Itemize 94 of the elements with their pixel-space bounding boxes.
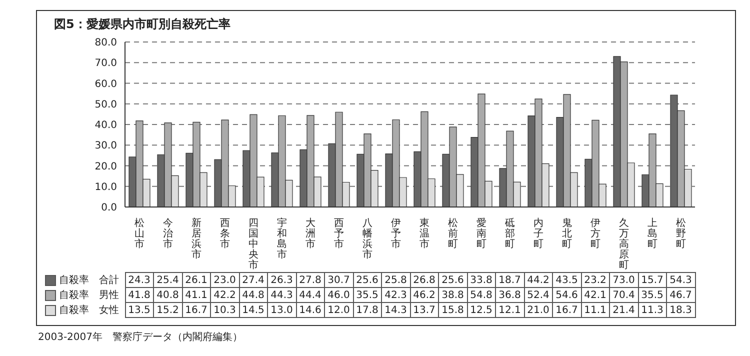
x-tick-label: 愛南町	[476, 217, 486, 250]
data-label: 30.7	[324, 272, 353, 288]
x-tick-label: 宇和島市	[276, 217, 287, 260]
data-label: 42.1	[581, 288, 610, 302]
legend-label: 自殺率 合計	[59, 275, 119, 286]
data-label: 41.1	[182, 288, 210, 302]
x-tick-label: 松山市	[134, 217, 144, 250]
y-tick-label: 10.0	[94, 182, 117, 193]
data-label: 14.5	[239, 302, 268, 318]
data-label: 15.7	[638, 272, 666, 288]
data-label: 36.8	[496, 288, 524, 302]
data-label: 15.8	[438, 302, 467, 318]
data-label: 26.3	[268, 272, 296, 288]
x-tick-label: 新居浜市	[191, 217, 202, 260]
x-tick-label: 伊方町	[590, 218, 600, 250]
data-label: 25.6	[438, 272, 467, 288]
data-label: 26.1	[182, 272, 210, 288]
data-label: 21.4	[610, 302, 638, 318]
data-label: 54.6	[552, 288, 581, 302]
x-tick-label: 砥部町	[504, 217, 515, 250]
data-label: 11.1	[581, 302, 610, 318]
x-tick-label: 伊予市	[390, 218, 401, 250]
x-tick-label: 久万高原町	[618, 217, 629, 271]
y-tick-label: 40.0	[94, 120, 117, 132]
y-tick-label: 80.0	[94, 38, 117, 49]
data-label: 21.0	[524, 302, 552, 318]
data-label: 43.5	[552, 272, 581, 288]
data-label: 23.0	[210, 272, 239, 288]
data-label: 70.4	[610, 288, 638, 302]
data-label: 44.8	[239, 288, 268, 302]
data-label: 40.8	[154, 288, 182, 302]
data-label: 27.8	[296, 272, 324, 288]
data-label: 44.4	[296, 288, 324, 302]
x-tick-label: 松前町	[448, 217, 458, 250]
x-tick-label: 四国中央市	[248, 218, 258, 271]
data-label: 44.3	[268, 288, 296, 302]
data-label: 27.4	[239, 272, 268, 288]
data-label: 18.7	[496, 272, 524, 288]
data-label: 15.2	[154, 302, 182, 318]
chart-title: 図5：愛媛県内市町別自殺死亡率	[54, 16, 230, 33]
data-label: 46.2	[410, 288, 438, 302]
y-tick-label: 0.0	[101, 202, 117, 214]
data-label: 14.3	[382, 302, 410, 318]
data-label: 46.0	[324, 288, 353, 302]
data-label: 18.3	[666, 302, 695, 318]
y-tick-label: 60.0	[94, 78, 117, 90]
data-label: 10.3	[210, 302, 239, 318]
data-label: 16.7	[182, 302, 210, 318]
data-label: 13.0	[268, 302, 296, 318]
data-label: 52.4	[524, 288, 552, 302]
data-label: 12.5	[467, 302, 496, 318]
y-tick-label: 30.0	[94, 140, 117, 152]
x-tick-label: 上島町	[647, 217, 658, 250]
data-label: 25.6	[353, 272, 382, 288]
data-label: 25.8	[382, 272, 410, 288]
y-tick-label: 20.0	[94, 161, 117, 172]
data-label: 41.8	[125, 288, 154, 302]
data-label: 44.2	[524, 272, 552, 288]
data-label: 46.7	[666, 288, 695, 302]
x-tick-label: 内子町	[533, 217, 544, 250]
data-label: 54.3	[666, 272, 695, 288]
data-label: 13.7	[410, 302, 438, 318]
data-label: 42.2	[210, 288, 239, 302]
text: 2003-2007年 警察庁データ（内閣府編集）	[38, 330, 243, 344]
legend-label: 自殺率 男性	[59, 290, 119, 301]
data-label: 38.8	[438, 288, 467, 302]
data-label: 35.5	[353, 288, 382, 302]
data-label: 42.3	[382, 288, 410, 302]
data-label: 11.3	[638, 302, 666, 318]
data-label: 25.4	[154, 272, 182, 288]
data-label: 14.6	[296, 302, 324, 318]
x-tick-label: 松野町	[676, 217, 686, 250]
data-label: 12.0	[324, 302, 353, 318]
x-tick-label: 八幡浜市	[362, 218, 372, 260]
y-tick-label: 70.0	[94, 58, 117, 70]
data-label: 12.1	[496, 302, 524, 318]
x-tick-label: 西条市	[220, 218, 230, 250]
data-label: 13.5	[125, 302, 154, 318]
data-label: 16.7	[552, 302, 581, 318]
x-tick-label: 大洲市	[305, 217, 316, 250]
data-label: 23.2	[581, 272, 610, 288]
data-label: 35.5	[638, 288, 666, 302]
data-label: 26.8	[410, 272, 438, 288]
y-tick-label: 50.0	[94, 99, 117, 110]
x-tick-label: 今治市	[162, 217, 173, 250]
x-tick-label: 鬼北町	[562, 217, 572, 250]
x-tick-label: 西予市	[334, 218, 344, 250]
data-label: 17.8	[353, 302, 382, 318]
data-label: 33.8	[467, 272, 496, 288]
data-label: 73.0	[610, 272, 638, 288]
x-tick-label: 東温市	[419, 217, 430, 250]
legend-label: 自殺率 女性	[59, 305, 119, 316]
data-label: 24.3	[125, 272, 154, 288]
data-label: 54.8	[467, 288, 496, 302]
